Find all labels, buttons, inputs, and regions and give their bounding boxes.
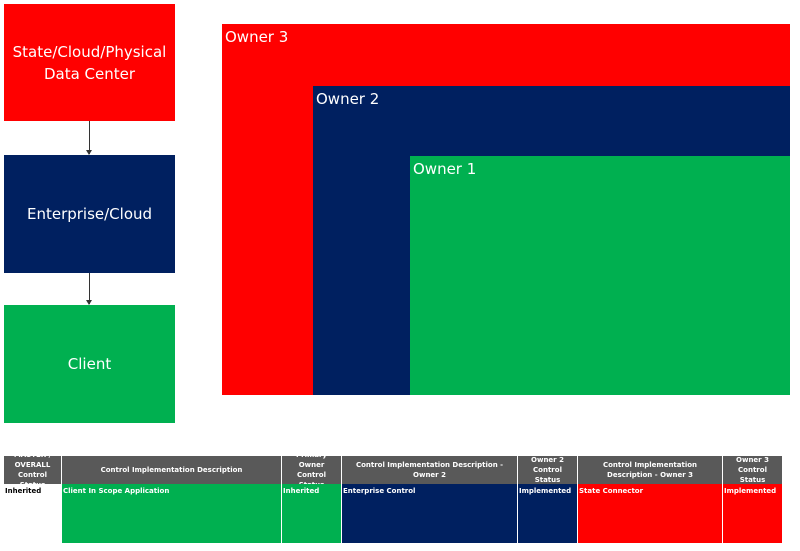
owner-region: Owner 1 [410,156,790,395]
table-cell: Implemented [518,484,578,543]
arrow [86,273,92,305]
table-cell: Enterprise Control [342,484,518,543]
table-cell: Client In Scope Application [62,484,282,543]
table-header: Control Implementation Description - Own… [342,456,518,484]
hierarchy-box: Client [4,305,175,423]
table-header: Owner 3 Control Status [723,456,783,484]
table-cell: Implemented [723,484,783,543]
arrow [86,121,92,155]
hierarchy-box: State/Cloud/Physical Data Center [4,4,175,121]
region-label: Owner 3 [225,28,289,46]
table-header: MASTER / OVERALL Control Status [4,451,62,489]
hierarchy-box: Enterprise/Cloud [4,155,175,273]
table-header: Owner 2 Control Status [518,456,578,484]
table-cell: State Connector [578,484,723,543]
table-header: Control Implementation Description - Own… [578,456,723,484]
region-label: Owner 2 [316,90,380,108]
table-header: Control Implementation Description [62,456,282,484]
table-header: Primary Owner Control Status [282,451,342,489]
region-label: Owner 1 [413,160,477,178]
table-cell: Inherited [282,484,342,543]
table-cell: Inherited [4,484,62,543]
